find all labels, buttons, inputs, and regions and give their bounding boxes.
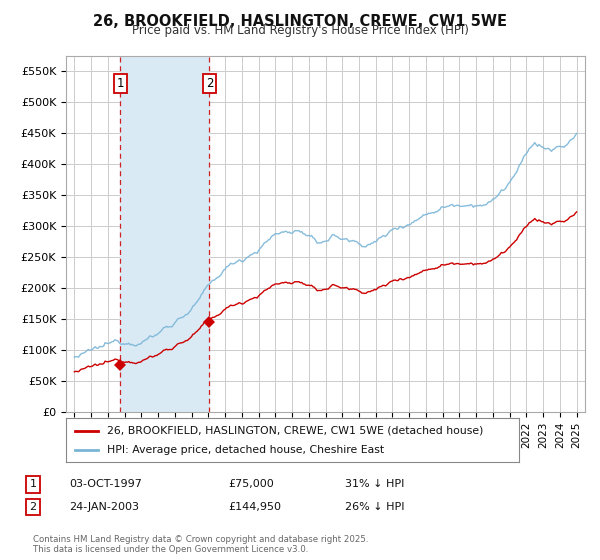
Text: 2: 2 (29, 502, 37, 512)
Text: 03-OCT-1997: 03-OCT-1997 (69, 479, 142, 489)
Text: 26, BROOKFIELD, HASLINGTON, CREWE, CW1 5WE: 26, BROOKFIELD, HASLINGTON, CREWE, CW1 5… (93, 14, 507, 29)
Text: 1: 1 (29, 479, 37, 489)
Text: HPI: Average price, detached house, Cheshire East: HPI: Average price, detached house, Ches… (107, 445, 384, 455)
Text: 24-JAN-2003: 24-JAN-2003 (69, 502, 139, 512)
Text: Contains HM Land Registry data © Crown copyright and database right 2025.
This d: Contains HM Land Registry data © Crown c… (33, 535, 368, 554)
Text: 26% ↓ HPI: 26% ↓ HPI (345, 502, 404, 512)
Bar (121, 56, 209, 412)
Text: Price paid vs. HM Land Registry's House Price Index (HPI): Price paid vs. HM Land Registry's House … (131, 24, 469, 37)
Text: 1: 1 (116, 77, 124, 90)
Text: £144,950: £144,950 (228, 502, 281, 512)
Text: 31% ↓ HPI: 31% ↓ HPI (345, 479, 404, 489)
Text: 26, BROOKFIELD, HASLINGTON, CREWE, CW1 5WE (detached house): 26, BROOKFIELD, HASLINGTON, CREWE, CW1 5… (107, 426, 483, 436)
Text: 2: 2 (206, 77, 213, 90)
Text: £75,000: £75,000 (228, 479, 274, 489)
